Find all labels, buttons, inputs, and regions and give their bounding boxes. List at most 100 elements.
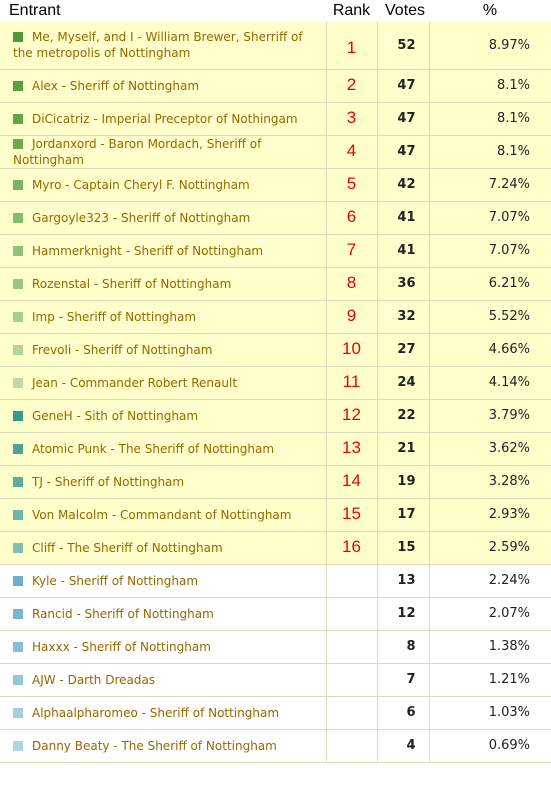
- rank-cell: 16: [326, 531, 378, 565]
- votes-cell: 41: [377, 234, 430, 268]
- table-row: Rancid - Sheriff of Nottingham 12 2.07%: [0, 597, 551, 631]
- table-row: Myro - Captain Cheryl F. Nottingham 5 42 7.…: [0, 168, 551, 202]
- percent-cell: 1.03%: [429, 696, 551, 730]
- table-row: Alex - Sheriff of Nottingham 2 47 8.1%: [0, 69, 551, 103]
- votes-cell: 52: [377, 22, 430, 70]
- entrant-cell: Rancid - Sheriff of Nottingham: [0, 597, 327, 631]
- entrant-cell: Kyle - Sheriff of Nottingham: [0, 564, 327, 598]
- entrant-cell: Haxxx - Sheriff of Nottingham: [0, 630, 327, 664]
- entrant-cell: Jordanxord - Baron Mordach, Sheriff of N…: [0, 135, 327, 169]
- votes-cell: 4: [377, 729, 430, 763]
- table-row: Von Malcolm - Commandant of Nottingham 15…: [0, 498, 551, 532]
- votes-cell: 42: [377, 168, 430, 202]
- votes-cell: 7: [377, 663, 430, 697]
- percent-cell: 0.69%: [429, 729, 551, 763]
- entrant-name: Cliff - The Sheriff of Nottingham: [32, 540, 223, 555]
- rank-cell: [326, 729, 378, 763]
- color-swatch: [13, 509, 23, 520]
- entrant-name: Jean - Commander Robert Renault: [32, 375, 238, 390]
- table-row: Alphaalpharomeo - Sheriff of Nottingham 6…: [0, 696, 551, 730]
- percent-cell: 8.97%: [429, 22, 551, 70]
- votes-cell: 15: [377, 531, 430, 565]
- rank-cell: [326, 696, 378, 730]
- percent-cell: 7.24%: [429, 168, 551, 202]
- color-swatch: [13, 212, 23, 223]
- entrant-name: TJ - Sheriff of Nottingham: [32, 474, 185, 489]
- entrant-cell: DiCicatriz - Imperial Preceptor of Nothi…: [0, 102, 327, 136]
- percent-cell: 8.1%: [429, 135, 551, 169]
- percent-cell: 3.28%: [429, 465, 551, 499]
- percent-cell: 2.93%: [429, 498, 551, 532]
- percent-cell: 8.1%: [429, 69, 551, 103]
- table-row: Rozenstal - Sheriff of Nottingham 8 36 6.21…: [0, 267, 551, 301]
- votes-cell: 47: [377, 102, 430, 136]
- color-swatch: [13, 575, 23, 586]
- table-row: Danny Beaty - The Sheriff of Nottingham 4…: [0, 729, 551, 763]
- percent-cell: 3.62%: [429, 432, 551, 466]
- table-row: Haxxx - Sheriff of Nottingham 8 1.38%: [0, 630, 551, 664]
- table-row: Frevoli - Sheriff of Nottingham 10 27 4.66%: [0, 333, 551, 367]
- entrant-name: Jordanxord - Baron Mordach, Sheriff of N…: [13, 136, 262, 167]
- votes-cell: 47: [377, 135, 430, 169]
- percent-cell: 6.21%: [429, 267, 551, 301]
- entrant-name: Hammerknight - Sheriff of Nottingham: [32, 243, 264, 258]
- votes-cell: 19: [377, 465, 430, 499]
- rank-cell: 9: [326, 300, 378, 334]
- table-row: Jordanxord - Baron Mordach, Sheriff of N…: [0, 135, 551, 169]
- entrant-name: Danny Beaty - The Sheriff of Nottingham: [32, 738, 277, 753]
- percent-cell: 4.14%: [429, 366, 551, 400]
- entrant-name: Gargoyle323 - Sheriff of Nottingham: [32, 210, 251, 225]
- entrant-cell: Gargoyle323 - Sheriff of Nottingham: [0, 201, 327, 235]
- percent-cell: 4.66%: [429, 333, 551, 367]
- table-row: Cliff - The Sheriff of Nottingham 16 15 2.5…: [0, 531, 551, 565]
- entrant-cell: Imp - Sheriff of Nottingham: [0, 300, 327, 334]
- table-row: Atomic Punk - The Sheriff of Nottingham 1…: [0, 432, 551, 466]
- rank-cell: 6: [326, 201, 378, 235]
- color-swatch: [13, 377, 23, 388]
- votes-cell: 17: [377, 498, 430, 532]
- rank-cell: 3: [326, 102, 378, 136]
- color-swatch: [13, 410, 23, 421]
- votes-cell: 21: [377, 432, 430, 466]
- votes-cell: 22: [377, 399, 430, 433]
- table-row: Hammerknight - Sheriff of Nottingham 7 41 7…: [0, 234, 551, 268]
- entrant-name: Myro - Captain Cheryl F. Nottingham: [32, 177, 250, 192]
- table-row: AJW - Darth Dreadas 7 1.21%: [0, 663, 551, 697]
- rank-cell: 1: [326, 22, 378, 70]
- entrant-cell: Jean - Commander Robert Renault: [0, 366, 327, 400]
- rank-cell: 8: [326, 267, 378, 301]
- votes-cell: 13: [377, 564, 430, 598]
- entrant-name: Frevoli - Sheriff of Nottingham: [32, 342, 213, 357]
- percent-cell: 1.38%: [429, 630, 551, 664]
- votes-cell: 8: [377, 630, 430, 664]
- table-row: Gargoyle323 - Sheriff of Nottingham 6 41 7.…: [0, 201, 551, 235]
- entrant-cell: Danny Beaty - The Sheriff of Nottingham: [0, 729, 327, 763]
- rank-cell: 13: [326, 432, 378, 466]
- color-swatch: [13, 344, 23, 355]
- color-swatch: [13, 641, 23, 652]
- color-swatch: [13, 707, 23, 718]
- entrant-name: Alex - Sheriff of Nottingham: [32, 78, 200, 93]
- results-body: Me, Myself, and I - William Brewer, Sher…: [0, 22, 551, 763]
- color-swatch: [13, 608, 23, 619]
- header-rank: Rank: [326, 0, 377, 22]
- color-swatch: [13, 674, 23, 685]
- percent-cell: 2.07%: [429, 597, 551, 631]
- rank-cell: 5: [326, 168, 378, 202]
- entrant-cell: Myro - Captain Cheryl F. Nottingham: [0, 168, 327, 202]
- entrant-cell: Rozenstal - Sheriff of Nottingham: [0, 267, 327, 301]
- color-swatch: [13, 476, 23, 487]
- entrant-cell: Frevoli - Sheriff of Nottingham: [0, 333, 327, 367]
- percent-cell: 7.07%: [429, 201, 551, 235]
- entrant-name: Alphaalpharomeo - Sheriff of Nottingham: [32, 705, 280, 720]
- color-swatch: [13, 443, 23, 454]
- entrant-cell: GeneH - Sith of Nottingham: [0, 399, 327, 433]
- rank-cell: 7: [326, 234, 378, 268]
- entrant-name: Atomic Punk - The Sheriff of Nottingham: [32, 441, 275, 456]
- entrant-name: Haxxx - Sheriff of Nottingham: [32, 639, 211, 654]
- entrant-cell: Hammerknight - Sheriff of Nottingham: [0, 234, 327, 268]
- rank-cell: [326, 597, 378, 631]
- rank-cell: [326, 663, 378, 697]
- rank-cell: 4: [326, 135, 378, 169]
- table-row: Imp - Sheriff of Nottingham 9 32 5.52%: [0, 300, 551, 334]
